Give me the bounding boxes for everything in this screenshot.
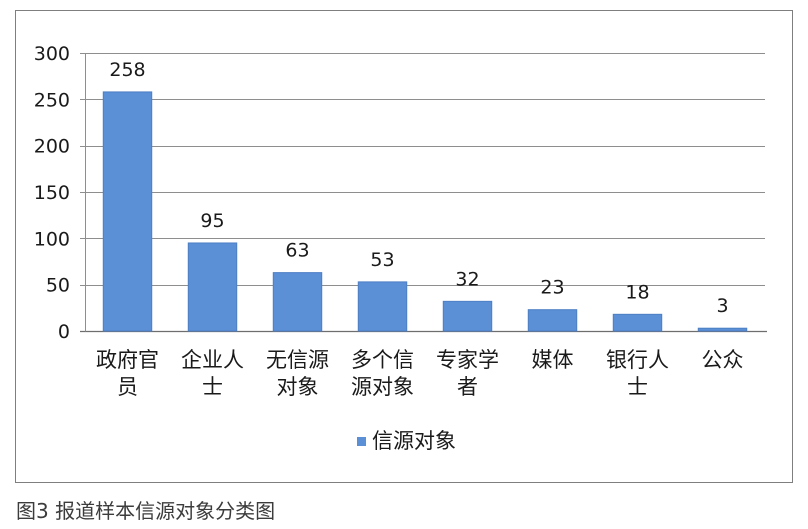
y-tick-label: 150 [34, 182, 70, 204]
y-tick-label: 300 [34, 43, 70, 65]
data-labels: 258 95 63 53 32 23 18 3 [109, 59, 728, 317]
legend-label: 信源对象 [372, 429, 456, 453]
y-tick-label: 250 [34, 89, 70, 111]
y-tick-label: 200 [34, 136, 70, 158]
y-tick-label: 100 [34, 228, 70, 250]
data-label: 63 [285, 240, 309, 262]
data-label: 32 [455, 268, 479, 290]
data-label: 23 [540, 277, 564, 299]
y-tick-label: 50 [46, 275, 70, 297]
data-label: 95 [200, 210, 224, 232]
legend-swatch [357, 436, 366, 446]
bar [527, 309, 578, 332]
data-label: 53 [370, 249, 394, 271]
bar [187, 242, 238, 332]
bar [272, 272, 323, 332]
data-label: 258 [109, 59, 145, 81]
bar [102, 91, 153, 332]
bars [102, 91, 748, 332]
data-label: 3 [716, 295, 728, 317]
y-tick-label: 0 [58, 321, 70, 343]
bar [442, 300, 493, 332]
bar [612, 313, 663, 332]
bar [357, 281, 408, 332]
legend: 信源对象 [357, 428, 456, 454]
bar [697, 327, 748, 332]
data-label: 18 [625, 281, 649, 303]
y-axis-tick-labels: 0 50 100 150 200 250 300 [34, 43, 70, 343]
figure-caption: 图3 报道样本信源对象分类图 [16, 499, 276, 523]
